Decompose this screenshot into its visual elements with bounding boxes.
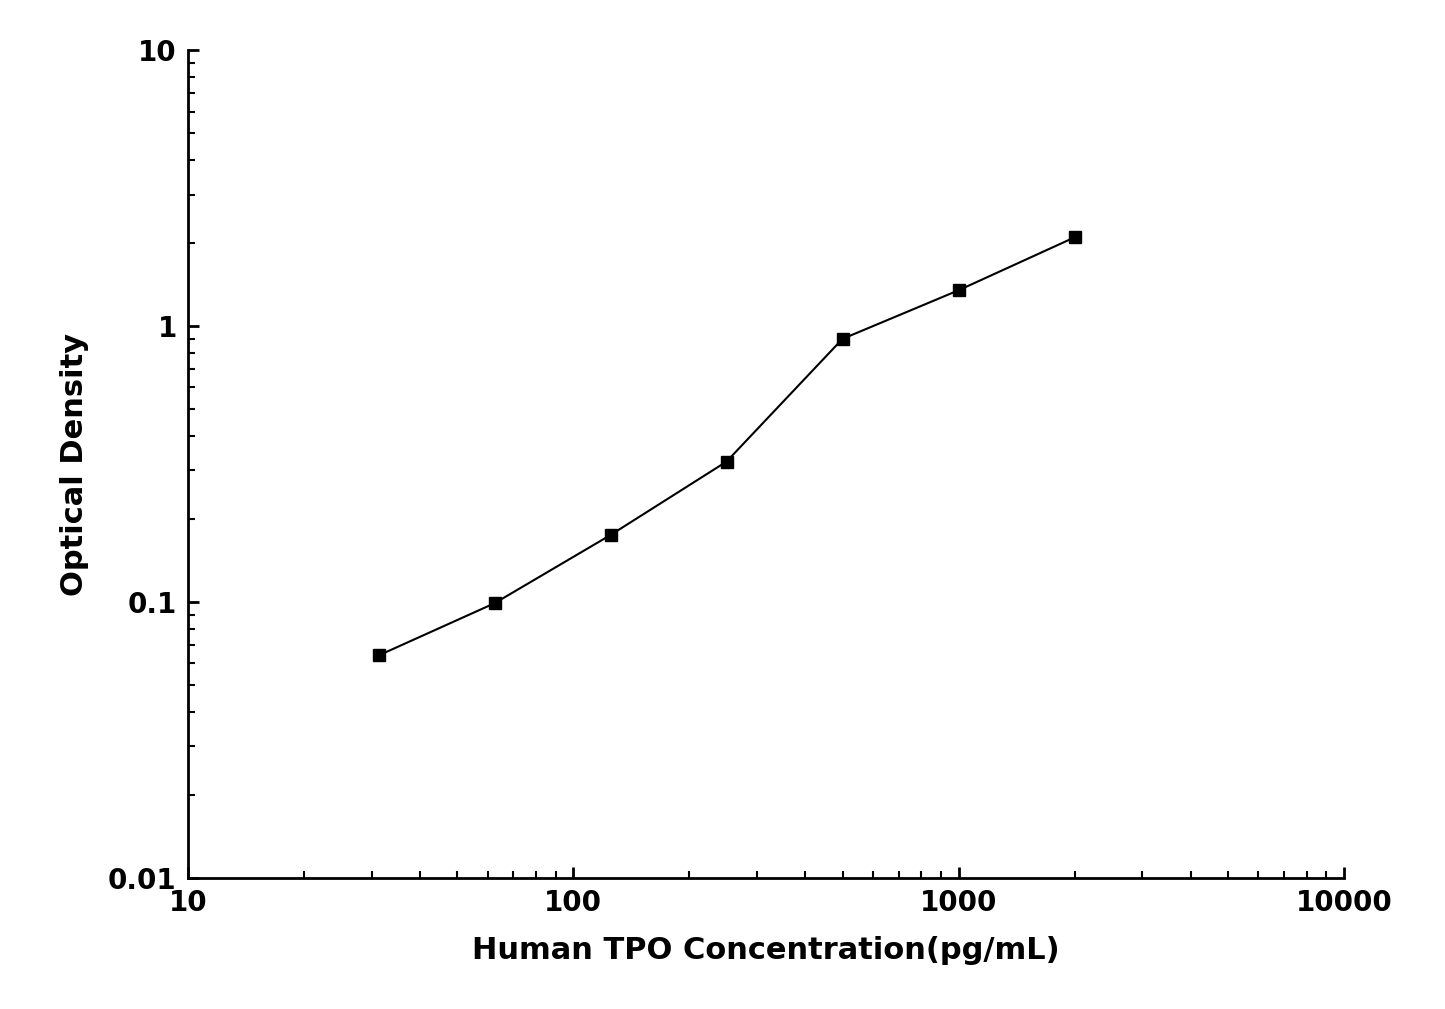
X-axis label: Human TPO Concentration(pg/mL): Human TPO Concentration(pg/mL) (473, 936, 1059, 966)
Y-axis label: Optical Density: Optical Density (59, 333, 88, 595)
